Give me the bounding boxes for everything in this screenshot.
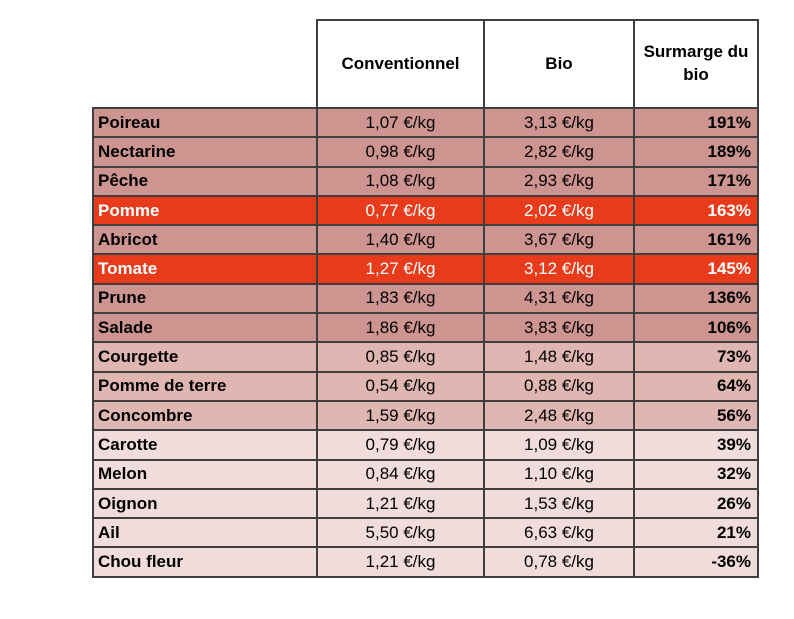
- table-row: Abricot 1,40 €/kg 3,67 €/kg 161%: [92, 224, 759, 256]
- bio-price-cell: 1,10 €/kg: [483, 458, 635, 490]
- conventional-price-cell: 1,27 €/kg: [316, 253, 485, 285]
- table-row: Salade 1,86 €/kg 3,83 €/kg 106%: [92, 312, 759, 344]
- bio-price-cell: 0,88 €/kg: [483, 370, 635, 402]
- header-corner-empty: [93, 20, 317, 108]
- conventional-price-cell: 1,59 €/kg: [316, 399, 485, 432]
- product-cell: Nectarine: [92, 136, 318, 168]
- bio-price-cell: 1,48 €/kg: [483, 341, 635, 373]
- conventional-price-cell: 0,98 €/kg: [316, 136, 485, 168]
- conventional-price-cell: 1,07 €/kg: [316, 106, 485, 139]
- markup-cell: 163%: [633, 194, 759, 227]
- table-row: Ail 5,50 €/kg 6,63 €/kg 21%: [92, 517, 759, 549]
- table-row: Prune 1,83 €/kg 4,31 €/kg 136%: [92, 282, 759, 315]
- bio-price-cell: 2,48 €/kg: [483, 399, 635, 432]
- markup-cell: 26%: [633, 487, 759, 520]
- bio-price-cell: 1,53 €/kg: [483, 487, 635, 520]
- conventional-price-cell: 1,40 €/kg: [316, 224, 485, 256]
- table-row: Pomme de terre 0,54 €/kg 0,88 €/kg 64%: [92, 370, 759, 402]
- conventional-price-cell: 0,85 €/kg: [316, 341, 485, 373]
- bio-price-cell: 3,13 €/kg: [483, 106, 635, 139]
- markup-cell: 56%: [633, 399, 759, 432]
- header-bio: Bio: [483, 19, 635, 109]
- product-cell: Concombre: [92, 399, 318, 432]
- price-comparison-table-wrap: Conventionnel Bio Surmarge du bio Poirea…: [92, 19, 759, 578]
- bio-price-cell: 3,67 €/kg: [483, 224, 635, 256]
- table-row: Chou fleur 1,21 €/kg 0,78 €/kg -36%: [92, 546, 759, 578]
- table-row: Poireau 1,07 €/kg 3,13 €/kg 191%: [92, 106, 759, 139]
- header-conventional: Conventionnel: [316, 19, 485, 109]
- markup-cell: 39%: [633, 429, 759, 461]
- markup-cell: 189%: [633, 136, 759, 168]
- table-row: Melon 0,84 €/kg 1,10 €/kg 32%: [92, 458, 759, 490]
- product-cell: Melon: [92, 458, 318, 490]
- conventional-price-cell: 5,50 €/kg: [316, 517, 485, 549]
- markup-cell: 21%: [633, 517, 759, 549]
- markup-cell: 64%: [633, 370, 759, 402]
- table-row: Pomme 0,77 €/kg 2,02 €/kg 163%: [92, 194, 759, 227]
- bio-price-cell: 1,09 €/kg: [483, 429, 635, 461]
- markup-cell: 106%: [633, 312, 759, 344]
- markup-cell: 161%: [633, 224, 759, 256]
- conventional-price-cell: 0,77 €/kg: [316, 194, 485, 227]
- table-row: Tomate 1,27 €/kg 3,12 €/kg 145%: [92, 253, 759, 285]
- product-cell: Abricot: [92, 224, 318, 256]
- bio-price-cell: 2,93 €/kg: [483, 165, 635, 197]
- markup-cell: -36%: [633, 546, 759, 578]
- conventional-price-cell: 1,21 €/kg: [316, 487, 485, 520]
- bio-price-cell: 3,12 €/kg: [483, 253, 635, 285]
- markup-cell: 136%: [633, 282, 759, 315]
- table-row: Courgette 0,85 €/kg 1,48 €/kg 73%: [92, 341, 759, 373]
- bio-price-cell: 2,82 €/kg: [483, 136, 635, 168]
- table-body: Poireau 1,07 €/kg 3,13 €/kg 191% Nectari…: [92, 106, 759, 578]
- conventional-price-cell: 1,21 €/kg: [316, 546, 485, 578]
- markup-cell: 191%: [633, 106, 759, 139]
- table-row: Oignon 1,21 €/kg 1,53 €/kg 26%: [92, 487, 759, 520]
- product-cell: Courgette: [92, 341, 318, 373]
- product-cell: Carotte: [92, 429, 318, 461]
- markup-cell: 171%: [633, 165, 759, 197]
- product-cell: Pomme de terre: [92, 370, 318, 402]
- product-cell: Ail: [92, 517, 318, 549]
- bio-price-cell: 3,83 €/kg: [483, 312, 635, 344]
- bio-price-cell: 2,02 €/kg: [483, 194, 635, 227]
- product-cell: Poireau: [92, 106, 318, 139]
- markup-cell: 145%: [633, 253, 759, 285]
- conventional-price-cell: 0,84 €/kg: [316, 458, 485, 490]
- conventional-price-cell: 1,86 €/kg: [316, 312, 485, 344]
- table-row: Concombre 1,59 €/kg 2,48 €/kg 56%: [92, 399, 759, 432]
- markup-cell: 32%: [633, 458, 759, 490]
- product-cell: Tomate: [92, 253, 318, 285]
- product-cell: Pomme: [92, 194, 318, 227]
- bio-price-cell: 6,63 €/kg: [483, 517, 635, 549]
- conventional-price-cell: 0,79 €/kg: [316, 429, 485, 461]
- product-cell: Pêche: [92, 165, 318, 197]
- bio-price-cell: 4,31 €/kg: [483, 282, 635, 315]
- price-comparison-table: Conventionnel Bio Surmarge du bio Poirea…: [92, 19, 759, 578]
- product-cell: Salade: [92, 312, 318, 344]
- conventional-price-cell: 0,54 €/kg: [316, 370, 485, 402]
- product-cell: Oignon: [92, 487, 318, 520]
- conventional-price-cell: 1,08 €/kg: [316, 165, 485, 197]
- table-row: Nectarine 0,98 €/kg 2,82 €/kg 189%: [92, 136, 759, 168]
- product-cell: Prune: [92, 282, 318, 315]
- table-header: Conventionnel Bio Surmarge du bio: [93, 19, 759, 109]
- table-row: Pêche 1,08 €/kg 2,93 €/kg 171%: [92, 165, 759, 197]
- conventional-price-cell: 1,83 €/kg: [316, 282, 485, 315]
- header-row: Conventionnel Bio Surmarge du bio: [93, 19, 759, 109]
- product-cell: Chou fleur: [92, 546, 318, 578]
- bio-price-cell: 0,78 €/kg: [483, 546, 635, 578]
- header-markup: Surmarge du bio: [633, 19, 759, 109]
- markup-cell: 73%: [633, 341, 759, 373]
- table-row: Carotte 0,79 €/kg 1,09 €/kg 39%: [92, 429, 759, 461]
